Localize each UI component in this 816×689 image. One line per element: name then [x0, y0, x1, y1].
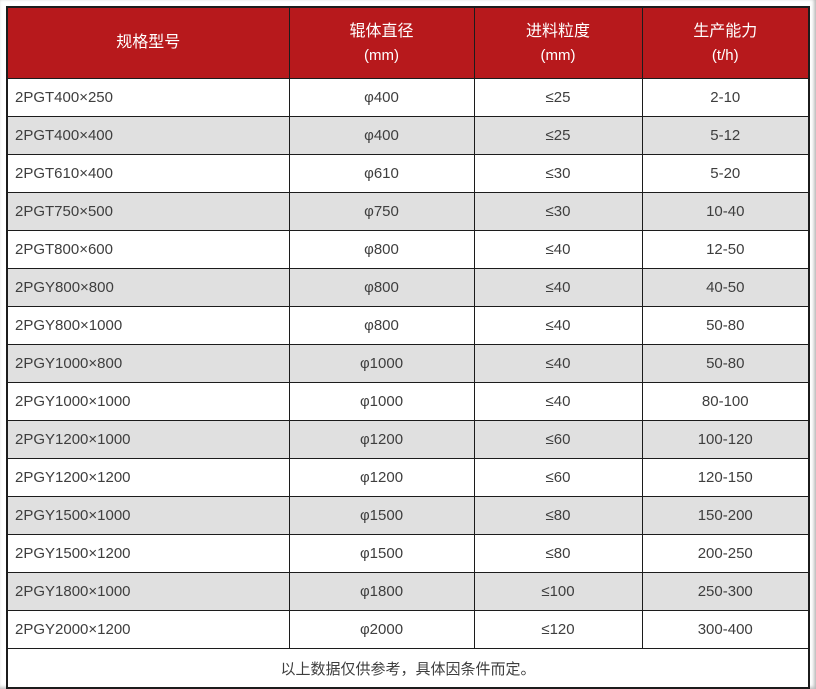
table-row: 2PGY1500×1200 φ1500 ≤80 200-250 — [6, 534, 810, 573]
value-cell: φ800 — [288, 306, 475, 345]
value-cell: 50-80 — [641, 306, 810, 345]
table-row: 2PGT400×400 φ400 ≤25 5-12 — [6, 116, 810, 155]
model-cell: 2PGY800×1000 — [6, 306, 290, 345]
value-cell: 10-40 — [641, 192, 810, 231]
model-cell: 2PGT800×600 — [6, 230, 290, 269]
table-row: 2PGY1500×1000 φ1500 ≤80 150-200 — [6, 496, 810, 535]
value-cell: ≤30 — [473, 154, 643, 193]
value-cell: φ750 — [288, 192, 475, 231]
value-cell: ≤40 — [473, 230, 643, 269]
column-header-2: 辊体直径 (mm) — [288, 6, 475, 79]
value-cell: ≤80 — [473, 496, 643, 535]
table-row: 2PGT800×600 φ800 ≤40 12-50 — [6, 230, 810, 269]
column-header-3: 进料粒度 (mm) — [473, 6, 643, 79]
value-cell: 5-20 — [641, 154, 810, 193]
model-cell: 2PGY1500×1000 — [6, 496, 290, 535]
value-cell: 12-50 — [641, 230, 810, 269]
value-cell: 300-400 — [641, 610, 810, 649]
value-cell: φ800 — [288, 230, 475, 269]
value-cell: 5-12 — [641, 116, 810, 155]
table-row: 2PGT400×250 φ400 ≤25 2-10 — [6, 78, 810, 117]
table-footer: 以上数据仅供参考，具体因条件而定。 — [6, 648, 810, 689]
table-row: 2PGY1200×1000 φ1200 ≤60 100-120 — [6, 420, 810, 459]
value-cell: ≤25 — [473, 78, 643, 117]
model-cell: 2PGY2000×1200 — [6, 610, 290, 649]
table-row: 2PGY800×800 φ800 ≤40 40-50 — [6, 268, 810, 307]
value-cell: ≤60 — [473, 420, 643, 459]
column-unit: (mm) — [364, 46, 399, 64]
value-cell: φ1500 — [288, 534, 475, 573]
model-cell: 2PGY1000×1000 — [6, 382, 290, 421]
value-cell: ≤120 — [473, 610, 643, 649]
value-cell: 50-80 — [641, 344, 810, 383]
value-cell: 150-200 — [641, 496, 810, 535]
table-body: 2PGT400×250 φ400 ≤25 2-10 2PGT400×400 φ400 ≤25… — [6, 78, 810, 649]
model-cell: 2PGY1500×1200 — [6, 534, 290, 573]
spec-table: 规格型号 辊体直径 (mm) 进料粒度 (mm) 生产能力 (t/h) 2PGT400×25… — [6, 6, 810, 689]
value-cell: 250-300 — [641, 572, 810, 611]
model-cell: 2PGT750×500 — [6, 192, 290, 231]
value-cell: ≤40 — [473, 306, 643, 345]
column-header-4: 生产能力 (t/h) — [641, 6, 810, 79]
value-cell: 2-10 — [641, 78, 810, 117]
table-row: 2PGY1000×800 φ1000 ≤40 50-80 — [6, 344, 810, 383]
value-cell: 100-120 — [641, 420, 810, 459]
value-cell: φ1800 — [288, 572, 475, 611]
value-cell: ≤60 — [473, 458, 643, 497]
table-row: 2PGY1000×1000 φ1000 ≤40 80-100 — [6, 382, 810, 421]
column-title: 生产能力 — [693, 22, 758, 40]
column-title: 规格型号 — [116, 34, 181, 52]
column-title: 进料粒度 — [525, 22, 590, 40]
model-cell: 2PGY1200×1200 — [6, 458, 290, 497]
table-row: 2PGT750×500 φ750 ≤30 10-40 — [6, 192, 810, 231]
value-cell: φ1000 — [288, 382, 475, 421]
value-cell: 120-150 — [641, 458, 810, 497]
value-cell: φ1000 — [288, 344, 475, 383]
table-row: 2PGY1800×1000 φ1800 ≤100 250-300 — [6, 572, 810, 611]
table-row: 2PGY2000×1200 φ2000 ≤120 300-400 — [6, 610, 810, 649]
value-cell: φ1200 — [288, 458, 475, 497]
model-cell: 2PGT400×400 — [6, 116, 290, 155]
value-cell: ≤40 — [473, 268, 643, 307]
value-cell: 200-250 — [641, 534, 810, 573]
column-title: 辊体直径 — [349, 22, 414, 40]
table-footnote: 以上数据仅供参考，具体因条件而定。 — [6, 648, 810, 689]
model-cell: 2PGY1200×1000 — [6, 420, 290, 459]
value-cell: φ800 — [288, 268, 475, 307]
value-cell: φ610 — [288, 154, 475, 193]
value-cell: ≤80 — [473, 534, 643, 573]
value-cell: ≤30 — [473, 192, 643, 231]
footnote-row: 以上数据仅供参考，具体因条件而定。 — [6, 648, 810, 689]
value-cell: ≤40 — [473, 344, 643, 383]
value-cell: φ400 — [288, 116, 475, 155]
value-cell: ≤100 — [473, 572, 643, 611]
table-row: 2PGT610×400 φ610 ≤30 5-20 — [6, 154, 810, 193]
table-header: 规格型号 辊体直径 (mm) 进料粒度 (mm) 生产能力 (t/h) — [6, 6, 810, 79]
header-row: 规格型号 辊体直径 (mm) 进料粒度 (mm) 生产能力 (t/h) — [6, 6, 810, 79]
model-cell: 2PGY800×800 — [6, 268, 290, 307]
column-unit: (t/h) — [711, 46, 739, 64]
value-cell: φ1500 — [288, 496, 475, 535]
value-cell: φ2000 — [288, 610, 475, 649]
model-cell: 2PGT400×250 — [6, 78, 290, 117]
model-cell: 2PGY1000×800 — [6, 344, 290, 383]
value-cell: 80-100 — [641, 382, 810, 421]
value-cell: ≤25 — [473, 116, 643, 155]
table-row: 2PGY1200×1200 φ1200 ≤60 120-150 — [6, 458, 810, 497]
model-cell: 2PGT610×400 — [6, 154, 290, 193]
column-header-1: 规格型号 — [6, 6, 290, 79]
value-cell: φ400 — [288, 78, 475, 117]
column-unit: (mm) — [540, 46, 576, 64]
table-row: 2PGY800×1000 φ800 ≤40 50-80 — [6, 306, 810, 345]
value-cell: ≤40 — [473, 382, 643, 421]
value-cell: φ1200 — [288, 420, 475, 459]
value-cell: 40-50 — [641, 268, 810, 307]
model-cell: 2PGY1800×1000 — [6, 572, 290, 611]
